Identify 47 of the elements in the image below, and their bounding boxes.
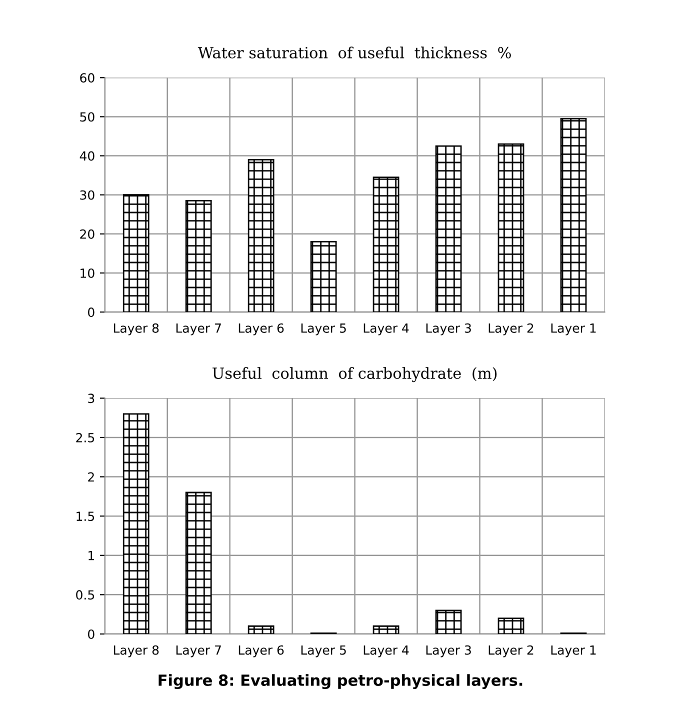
y-tick-label: 10: [80, 268, 94, 278]
bar: [560, 118, 587, 312]
bar: [122, 194, 150, 312]
y-tick-label: 60: [80, 73, 94, 83]
x-tick-label: Layer 4: [364, 645, 409, 658]
bar: [498, 618, 524, 634]
chart-title: Useful column of carbohydrate (m): [212, 367, 497, 382]
x-tick-label: Layer 8: [114, 323, 159, 336]
x-tick-label: Layer 6: [238, 645, 284, 658]
bar: [310, 241, 337, 312]
x-tick-label: Layer 2: [488, 323, 534, 336]
bar: [185, 492, 212, 634]
x-tick-label: Layer 5: [301, 645, 346, 658]
chart-title: Water saturation of useful thickness %: [198, 46, 511, 58]
y-tick-label: 0.5: [76, 590, 94, 600]
x-tick-label: Layer 3: [426, 645, 471, 658]
x-tick-label: Layer 5: [301, 324, 346, 336]
bar: [372, 625, 400, 634]
x-tick-label: Layer 7: [176, 645, 221, 658]
bar: [185, 200, 212, 312]
x-tick-label: Layer 6: [238, 323, 284, 336]
bar: [372, 176, 400, 312]
bar: [498, 143, 524, 312]
y-tick-label: 20: [80, 229, 94, 239]
bar: [122, 413, 150, 634]
y-tick-label: 0: [88, 629, 94, 639]
bar: [248, 625, 274, 634]
x-tick-label: Layer 2: [488, 645, 534, 658]
y-tick-label: 2.5: [76, 432, 94, 442]
bar: [248, 159, 274, 312]
y-tick-label: 1.5: [76, 512, 94, 522]
y-tick-label: 40: [80, 151, 94, 161]
y-tick-label: 50: [80, 112, 94, 122]
x-tick-label: Layer 1: [551, 645, 596, 658]
bar: [435, 610, 462, 634]
x-tick-label: Layer 1: [551, 324, 596, 336]
caption: Figure 8: Evaluating petro-physical layers.: [158, 674, 522, 690]
y-tick-label: 30: [80, 190, 94, 200]
bar: [435, 145, 462, 312]
x-tick-label: Layer 4: [364, 324, 409, 336]
y-tick-label: 1: [88, 551, 94, 560]
x-tick-label: Layer 8: [114, 645, 159, 658]
y-tick-label: 3: [88, 394, 94, 404]
x-tick-label: Layer 3: [426, 323, 471, 336]
x-tick-label: Layer 7: [176, 324, 221, 336]
y-tick-label: 0: [88, 308, 94, 317]
y-tick-label: 2: [88, 472, 94, 482]
